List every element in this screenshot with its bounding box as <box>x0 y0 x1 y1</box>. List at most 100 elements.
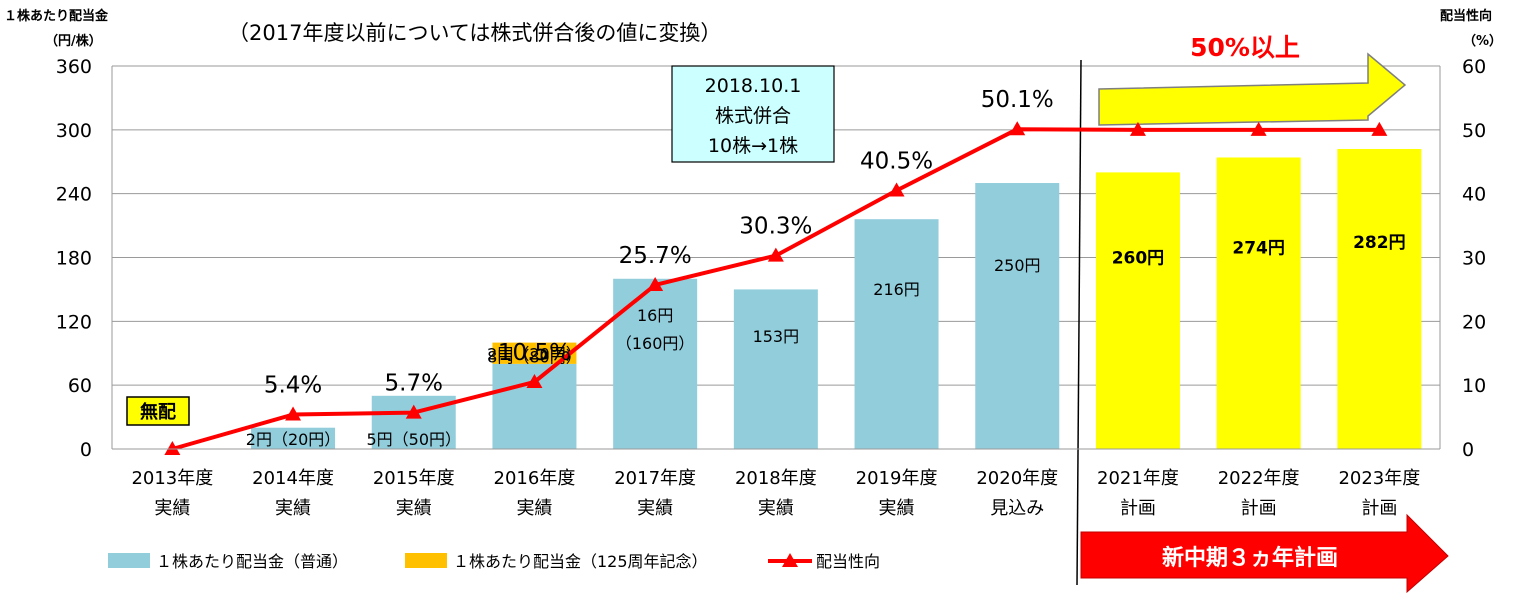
right-tick-label: 60 <box>1462 56 1486 78</box>
commemorative-value-label: 2円（20円） <box>487 344 582 363</box>
decorations <box>126 52 1449 594</box>
bar-labels: 2円（20円） 5円（50円）8円（80円）16円（160円） 153円216円25… <box>246 233 1406 449</box>
left-tick-label: 360 <box>56 56 92 78</box>
merger-box <box>671 65 835 163</box>
right-tick-label: 0 <box>1462 439 1474 461</box>
merger-box-line: 2018.10.1 <box>705 75 802 97</box>
no-dividend-label: 無配 <box>140 401 176 423</box>
right-axis-title: 配当性向 <box>1440 8 1492 24</box>
payout-marker <box>164 441 181 455</box>
payout-value-label: 25.7% <box>619 243 692 269</box>
category-label: 計画 <box>1241 498 1277 519</box>
bar-value-label: （160円） <box>616 334 695 353</box>
left-tick-label: 240 <box>56 184 92 206</box>
midterm-plan-label: 新中期３ヵ年計画 <box>1162 545 1338 571</box>
bar-regular <box>613 278 698 449</box>
bars <box>251 148 1422 449</box>
category-label: 2013年度 <box>131 468 213 489</box>
left-tick-label: 300 <box>56 120 92 142</box>
left-tick-label: 120 <box>56 311 92 333</box>
right-tick-label: 30 <box>1462 248 1486 270</box>
payout-value-label: 50.1% <box>981 87 1054 113</box>
right-tick-label: 40 <box>1462 184 1486 206</box>
payout-value-label: 5.7% <box>385 371 443 397</box>
category-label: 2018年度 <box>735 468 817 489</box>
payout-marker <box>526 373 543 388</box>
payout-marker <box>888 182 905 197</box>
target-arrow <box>1098 52 1407 126</box>
bar-regular <box>251 427 336 449</box>
bar-value-label: 153円 <box>753 327 800 346</box>
left-tick-label: 180 <box>56 248 92 270</box>
bar-regular <box>1216 157 1301 449</box>
payout-marker <box>1371 121 1388 136</box>
category-label: 2022年度 <box>1218 468 1300 489</box>
left-tick-label: 0 <box>80 439 92 461</box>
legend-label-payout: 配当性向 <box>816 552 880 571</box>
payout-value-label: 30.3% <box>739 214 812 240</box>
payout-marker <box>1009 121 1026 136</box>
bar-commemorative <box>492 342 577 364</box>
no-dividend-box <box>126 396 190 426</box>
target-label: 50%以上 <box>1190 33 1300 62</box>
payout-marker <box>767 247 784 262</box>
chart-text: １株あたり配当金 （円/株） 配当性向 （%） （2017年度以前については株式併合後の… <box>4 8 1502 571</box>
payout-value-label: 5.4% <box>264 373 322 399</box>
plan-divider <box>1076 59 1082 586</box>
right-tick-label: 10 <box>1462 375 1486 397</box>
category-label: 2019年度 <box>856 468 938 489</box>
right-tick-label: 20 <box>1462 311 1486 333</box>
legend-label-commemorative: １株あたり配当金（125周年記念） <box>453 552 708 571</box>
category-label: 見込み <box>990 498 1044 519</box>
merger-box-line: 10株→1株 <box>708 135 798 157</box>
bar-regular <box>1095 172 1180 449</box>
bar-regular <box>1337 148 1422 449</box>
category-label: 実績 <box>879 498 915 519</box>
payout-marker <box>285 406 302 421</box>
bar-value-label: 5円（50円） <box>366 430 461 449</box>
category-label: 実績 <box>275 498 311 519</box>
category-label: 2014年度 <box>252 468 334 489</box>
category-label: 実績 <box>516 498 552 519</box>
bar-value-label: 250円 <box>994 256 1041 275</box>
category-label: 2020年度 <box>976 468 1058 489</box>
midterm-plan-arrow <box>1080 513 1449 594</box>
bar-value-label: 282円 <box>1353 233 1406 253</box>
left-axis-title: （円/株） <box>45 33 102 49</box>
legend-swatch-regular <box>108 553 150 568</box>
left-axis-title: １株あたり配当金 <box>4 8 109 24</box>
payout-line: 5.4% 5.7% 10.5% 25.7% 30.3% 40.5% 50.1% <box>164 87 1388 455</box>
legend: １株あたり配当金（普通） １株あたり配当金（125周年記念） 配当性向 <box>108 552 880 571</box>
payout-value-label: 10.5% <box>498 340 571 366</box>
bar-value-label: 260円 <box>1112 249 1165 269</box>
chart-subtitle: （2017年度以前については株式併合後の値に変換） <box>228 21 721 45</box>
category-label: 計画 <box>1120 498 1156 519</box>
payout-value-label: 40.5% <box>860 148 933 174</box>
category-label: 2016年度 <box>494 468 576 489</box>
right-tick-label: 50 <box>1462 120 1486 142</box>
bar-value-label: 274円 <box>1232 239 1285 259</box>
payout-marker <box>1129 121 1146 136</box>
payout-marker <box>1250 121 1267 136</box>
bar-regular <box>854 219 939 449</box>
left-tick-label: 60 <box>68 375 92 397</box>
category-label: 実績 <box>154 498 190 519</box>
category-label: 2017年度 <box>614 468 696 489</box>
bar-value-label: 216円 <box>873 280 920 299</box>
legend-label-regular: １株あたり配当金（普通） <box>156 552 348 571</box>
category-label: 実績 <box>637 498 673 519</box>
right-axis-title: （%） <box>1463 33 1502 49</box>
category-label: 実績 <box>758 498 794 519</box>
bar-value-label: 16円 <box>637 306 673 325</box>
category-label: 2023年度 <box>1338 468 1420 489</box>
category-label: 実績 <box>396 498 432 519</box>
legend-marker-payout <box>782 553 798 567</box>
bar-regular <box>733 289 818 449</box>
bar-regular <box>975 183 1060 449</box>
category-label: 2021年度 <box>1097 468 1179 489</box>
legend-swatch-commemorative <box>405 553 447 568</box>
payout-marker <box>405 404 422 419</box>
